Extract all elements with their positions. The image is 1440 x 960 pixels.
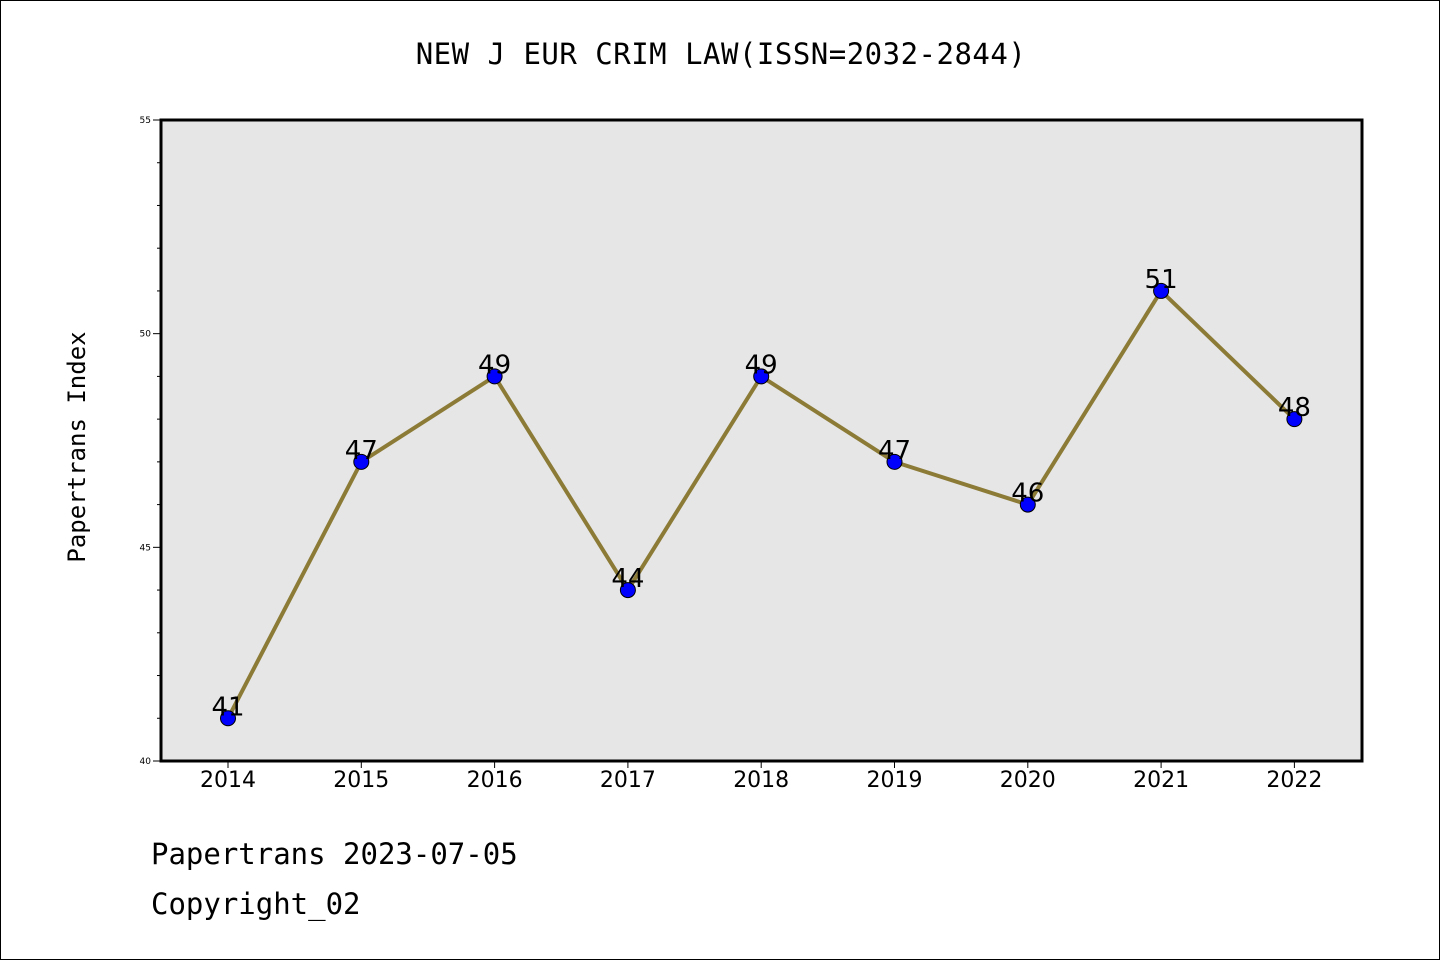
x-tick-label: 2020 xyxy=(1000,768,1056,793)
data-point xyxy=(220,710,236,727)
data-point xyxy=(619,582,636,599)
y-axis-label: Papertrans Index xyxy=(63,331,91,562)
data-point xyxy=(1019,496,1036,513)
y-axis-ticks: 40 45 50 55 xyxy=(140,116,161,767)
data-point xyxy=(886,453,903,470)
y-tick-label: 50 xyxy=(140,330,152,340)
x-tick-label: 2022 xyxy=(1266,768,1322,793)
data-label: 44 xyxy=(611,564,644,594)
y-tick-label: 40 xyxy=(140,757,152,767)
x-tick-label: 2018 xyxy=(733,768,789,793)
data-labels: 41 47 49 44 49 47 46 51 48 xyxy=(211,265,1310,722)
x-tick-label: 2019 xyxy=(867,768,923,793)
data-label: 49 xyxy=(478,350,511,380)
data-label: 41 xyxy=(211,692,244,722)
x-tick-label: 2014 xyxy=(200,768,256,793)
data-point xyxy=(353,453,370,470)
x-tick-label: 2015 xyxy=(333,768,389,793)
x-tick-label: 2016 xyxy=(467,768,523,793)
footer-date: Papertrans 2023-07-05 xyxy=(151,837,518,871)
data-label: 46 xyxy=(1011,479,1044,509)
data-point xyxy=(753,368,770,385)
data-label: 49 xyxy=(745,350,778,380)
plot-frame xyxy=(159,118,1364,763)
x-tick-label: 2017 xyxy=(600,768,656,793)
x-axis-ticks: 2014 2015 2016 2017 2018 2019 2020 2021 2022 xyxy=(200,761,1322,793)
y-tick-label: 45 xyxy=(140,543,151,553)
x-tick-label: 2021 xyxy=(1133,768,1189,793)
data-label: 51 xyxy=(1145,265,1178,295)
footer-copyright: Copyright_02 xyxy=(151,887,361,921)
data-label: 47 xyxy=(345,436,378,466)
data-markers xyxy=(220,282,1303,727)
data-point xyxy=(1153,282,1170,299)
data-point xyxy=(1286,411,1303,428)
chart-title: NEW J EUR CRIM LAW(ISSN=2032-2844) xyxy=(415,37,1027,71)
plot-area xyxy=(161,120,1362,761)
data-label: 47 xyxy=(878,436,911,466)
data-point xyxy=(486,368,503,385)
y-tick-label: 55 xyxy=(140,116,151,126)
data-label: 48 xyxy=(1278,393,1311,423)
